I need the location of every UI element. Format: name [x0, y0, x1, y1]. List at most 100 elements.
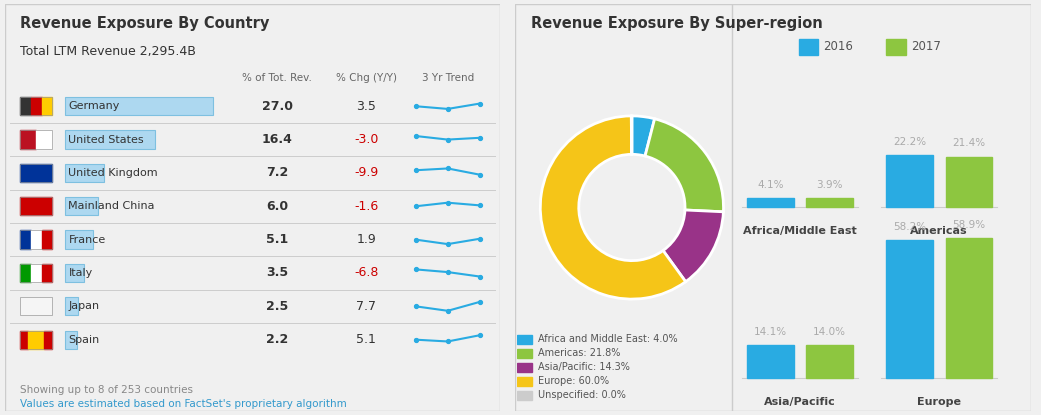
Text: Asia/Pacific: Asia/Pacific — [764, 397, 836, 407]
Text: United Kingdom: United Kingdom — [69, 168, 158, 178]
Bar — [20, 230, 52, 249]
Bar — [886, 39, 906, 55]
Bar — [20, 297, 52, 315]
Bar — [65, 230, 93, 249]
Bar — [20, 130, 36, 149]
Text: Showing up to 8 of 253 countries: Showing up to 8 of 253 countries — [20, 385, 193, 395]
Bar — [798, 39, 818, 55]
Bar — [20, 330, 28, 349]
Bar — [945, 156, 992, 208]
Text: 3.5: 3.5 — [356, 100, 376, 113]
Text: % Chg (Y/Y): % Chg (Y/Y) — [335, 73, 397, 83]
Bar — [65, 130, 155, 149]
Text: 5.1: 5.1 — [266, 233, 288, 246]
Text: Spain: Spain — [69, 334, 100, 345]
Bar — [42, 97, 52, 115]
Wedge shape — [663, 210, 723, 282]
Text: 58.2%: 58.2% — [893, 222, 926, 232]
Text: 5.1: 5.1 — [356, 333, 376, 346]
Text: 2.2: 2.2 — [266, 333, 288, 346]
Wedge shape — [540, 116, 686, 299]
Bar — [20, 97, 31, 115]
Text: 27.0: 27.0 — [261, 100, 293, 113]
Bar — [65, 164, 104, 182]
Text: Total LTM Revenue 2,295.4B: Total LTM Revenue 2,295.4B — [20, 45, 196, 58]
Bar — [886, 240, 933, 378]
Bar — [20, 264, 31, 282]
Bar — [42, 264, 52, 282]
Text: 21.4%: 21.4% — [953, 139, 986, 149]
Text: Americas: Americas — [910, 226, 968, 236]
Bar — [517, 335, 532, 344]
Bar — [807, 345, 853, 378]
Text: 6.0: 6.0 — [266, 200, 288, 213]
Text: Americas: 21.8%: Americas: 21.8% — [538, 348, 620, 358]
Bar — [20, 330, 52, 349]
Text: 16.4: 16.4 — [261, 133, 293, 146]
Bar — [747, 345, 793, 378]
Text: -9.9: -9.9 — [354, 166, 378, 179]
Text: 14.1%: 14.1% — [754, 327, 787, 337]
Text: 7.2: 7.2 — [266, 166, 288, 179]
Text: -6.8: -6.8 — [354, 266, 378, 279]
Bar — [20, 264, 52, 282]
Text: 7.7: 7.7 — [356, 300, 376, 313]
Text: Europe: 60.0%: Europe: 60.0% — [538, 376, 609, 386]
Text: Mainland China: Mainland China — [69, 201, 155, 211]
Text: 2016: 2016 — [823, 40, 854, 54]
Text: 4.1%: 4.1% — [757, 180, 784, 190]
Wedge shape — [632, 116, 655, 156]
Text: 58.9%: 58.9% — [953, 220, 986, 230]
Text: -3.0: -3.0 — [354, 133, 378, 146]
Bar — [20, 197, 52, 215]
Bar — [65, 97, 212, 115]
Bar — [44, 330, 52, 349]
Text: Unspecified: 0.0%: Unspecified: 0.0% — [538, 391, 626, 400]
Bar — [31, 230, 42, 249]
Bar — [28, 330, 44, 349]
Text: United States: United States — [69, 134, 144, 144]
Text: Italy: Italy — [69, 268, 93, 278]
Bar — [20, 164, 52, 182]
Wedge shape — [645, 119, 723, 212]
Bar — [807, 198, 853, 208]
Text: Africa/Middle East: Africa/Middle East — [743, 226, 857, 236]
Bar — [20, 164, 52, 182]
Text: 14.0%: 14.0% — [813, 327, 846, 337]
Bar — [517, 363, 532, 372]
Bar — [20, 97, 52, 115]
Text: 22.2%: 22.2% — [893, 137, 926, 146]
Text: 1.9: 1.9 — [356, 233, 376, 246]
Bar — [517, 391, 532, 400]
Bar — [747, 198, 793, 208]
Text: Values are estimated based on FactSet's proprietary algorithm: Values are estimated based on FactSet's … — [20, 399, 347, 409]
Text: 2017: 2017 — [911, 40, 941, 54]
Bar — [20, 197, 52, 215]
Bar — [65, 197, 98, 215]
Text: Revenue Exposure By Super-region: Revenue Exposure By Super-region — [531, 16, 822, 32]
Bar — [886, 155, 933, 208]
Text: Asia/Pacific: 14.3%: Asia/Pacific: 14.3% — [538, 362, 630, 372]
Bar — [65, 297, 78, 315]
Text: Europe: Europe — [917, 397, 961, 407]
Bar — [31, 97, 42, 115]
Bar — [20, 297, 52, 315]
Text: 3 Yr Trend: 3 Yr Trend — [422, 73, 474, 83]
Text: Africa and Middle East: 4.0%: Africa and Middle East: 4.0% — [538, 334, 678, 344]
Text: -1.6: -1.6 — [354, 200, 378, 213]
Text: Japan: Japan — [69, 301, 100, 311]
Bar — [31, 264, 42, 282]
Text: 3.9%: 3.9% — [816, 180, 843, 190]
Text: 3.5: 3.5 — [266, 266, 288, 279]
Bar — [42, 230, 52, 249]
Text: 2.5: 2.5 — [266, 300, 288, 313]
Text: Germany: Germany — [69, 101, 120, 111]
Bar — [65, 330, 77, 349]
Bar — [945, 238, 992, 378]
Text: Revenue Exposure By Country: Revenue Exposure By Country — [20, 16, 270, 32]
Bar — [65, 264, 83, 282]
Bar — [36, 130, 52, 149]
Bar — [517, 349, 532, 358]
Bar — [20, 230, 31, 249]
Bar — [517, 377, 532, 386]
